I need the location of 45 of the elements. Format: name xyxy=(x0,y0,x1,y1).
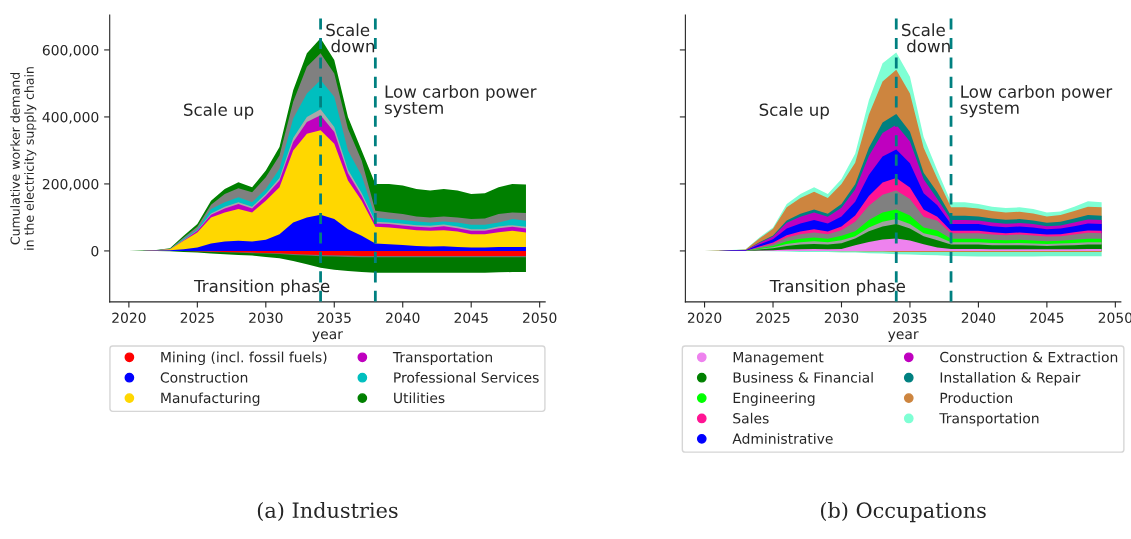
x-tick-label: 2035 xyxy=(317,312,351,324)
annotation: Scale down xyxy=(902,23,950,53)
annotation: Scale up xyxy=(759,103,829,120)
legend-label: Professional Services xyxy=(394,372,539,383)
legend-label: Construction & Extraction xyxy=(940,351,1118,363)
x-tick-label: 2040 xyxy=(386,312,420,324)
x-tick-label: 2035 xyxy=(893,312,927,324)
legend-label: Manufacturing xyxy=(161,392,260,406)
y-tick-label: 400,000 xyxy=(42,111,99,124)
legend-label: Installation & Repair xyxy=(940,372,1081,386)
x-tick-label: 2030 xyxy=(249,312,283,324)
y-tick-label: 600,000 xyxy=(42,44,99,57)
legend-label: Administrative xyxy=(732,433,833,444)
x-tick-label: 2025 xyxy=(180,312,214,324)
x-tick-label: 2030 xyxy=(824,312,859,324)
x-tick-label: 2050 xyxy=(523,312,557,324)
legend-label: Sales xyxy=(733,412,769,424)
x-tick-label: 2025 xyxy=(756,312,790,324)
y-tick-label: 200,000 xyxy=(42,178,99,191)
x-tick-label: 2040 xyxy=(961,312,996,324)
legend-label: Transportation xyxy=(392,351,492,366)
y-tick-label: 0 xyxy=(91,245,99,257)
x-tick-label: 2045 xyxy=(1030,312,1064,324)
legend-label: Business & Financial xyxy=(733,372,873,383)
legend-label: Management xyxy=(733,352,824,366)
annotation: Low carbon power system xyxy=(384,84,537,118)
legend-label: Utilities xyxy=(394,392,445,404)
annotation: Low carbon power system xyxy=(960,84,1113,118)
legend-label: Production xyxy=(940,392,1013,404)
legend-label: Construction xyxy=(160,372,248,383)
x-tick-label: 2020 xyxy=(112,312,146,324)
x-tick-label: 2045 xyxy=(454,312,488,324)
x-axis-title: year xyxy=(312,331,343,342)
y-axis-title: Cumulative worker demand in the electricity supply chain xyxy=(10,67,37,250)
legend-label: Engineering xyxy=(733,392,815,406)
text: (a) Industries xyxy=(257,501,398,522)
annotation: Scale down xyxy=(326,23,375,53)
x-axis-title: year xyxy=(888,331,919,342)
annotation: Scale up xyxy=(184,103,254,120)
text: (b) Occupations xyxy=(821,501,986,523)
annotation: Transition phase xyxy=(769,279,905,296)
x-tick-label: 2020 xyxy=(687,312,722,324)
legend-label: Transportation xyxy=(939,412,1039,427)
annotation: Transition phase xyxy=(193,279,330,296)
legend-label: Mining (incl. fossil fuels) xyxy=(161,351,327,366)
